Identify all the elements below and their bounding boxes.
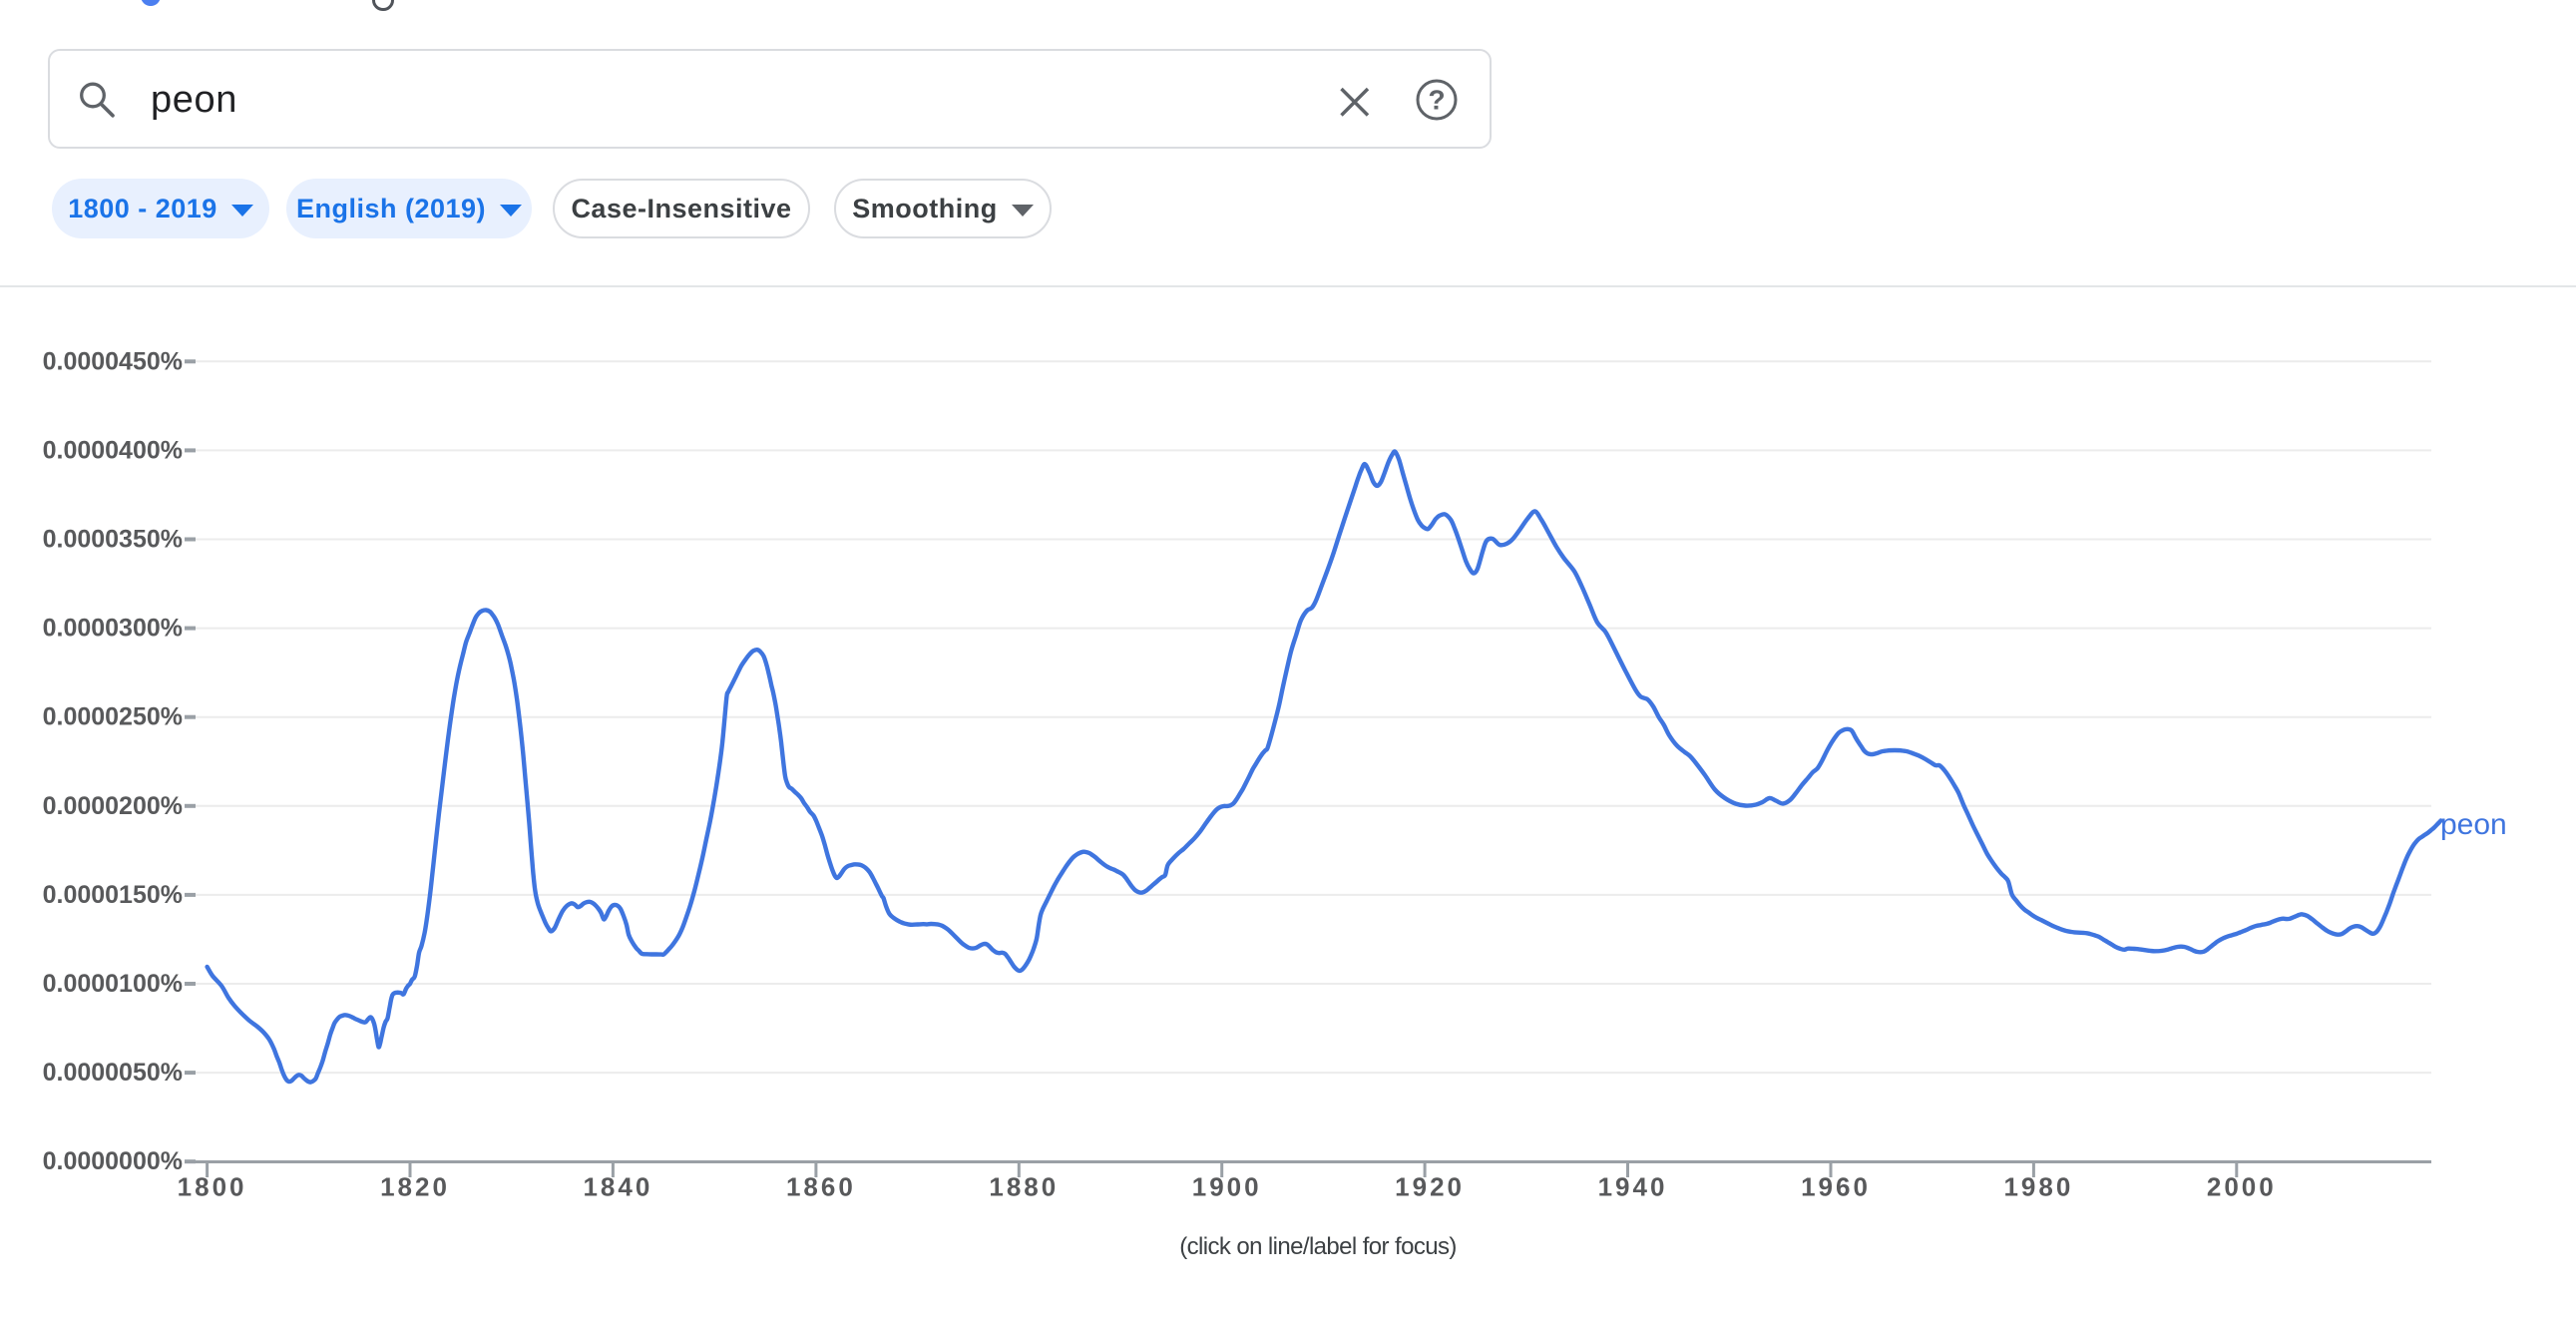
svg-text:0.0000350%: 0.0000350% bbox=[43, 526, 183, 554]
svg-text:0.0000150%: 0.0000150% bbox=[43, 881, 183, 909]
svg-text:1880: 1880 bbox=[989, 1172, 1059, 1202]
svg-text:0.0000300%: 0.0000300% bbox=[43, 615, 183, 643]
svg-text:1920: 1920 bbox=[1395, 1172, 1465, 1202]
svg-text:0.0000250%: 0.0000250% bbox=[43, 703, 183, 731]
svg-text:0.0000450%: 0.0000450% bbox=[43, 347, 183, 375]
svg-text:1820: 1820 bbox=[380, 1172, 450, 1202]
svg-text:0.0000400%: 0.0000400% bbox=[43, 436, 183, 464]
svg-text:0.0000000%: 0.0000000% bbox=[43, 1147, 183, 1175]
svg-text:0.0000100%: 0.0000100% bbox=[43, 970, 183, 998]
svg-text:1840: 1840 bbox=[583, 1172, 652, 1202]
svg-text:0.0000050%: 0.0000050% bbox=[43, 1059, 183, 1087]
svg-text:?: ? bbox=[1428, 84, 1445, 115]
svg-text:1800: 1800 bbox=[178, 1172, 247, 1202]
svg-text:1860: 1860 bbox=[786, 1172, 856, 1202]
svg-text:1980: 1980 bbox=[2003, 1172, 2073, 1202]
svg-text:peon: peon bbox=[2440, 808, 2507, 841]
svg-text:1900: 1900 bbox=[1192, 1172, 1262, 1202]
svg-text:1940: 1940 bbox=[1598, 1172, 1668, 1202]
svg-text:(click on line/label for focus: (click on line/label for focus) bbox=[1179, 1233, 1457, 1260]
svg-text:0.0000200%: 0.0000200% bbox=[43, 792, 183, 820]
svg-text:1960: 1960 bbox=[1801, 1172, 1871, 1202]
svg-text:2000: 2000 bbox=[2207, 1172, 2277, 1202]
